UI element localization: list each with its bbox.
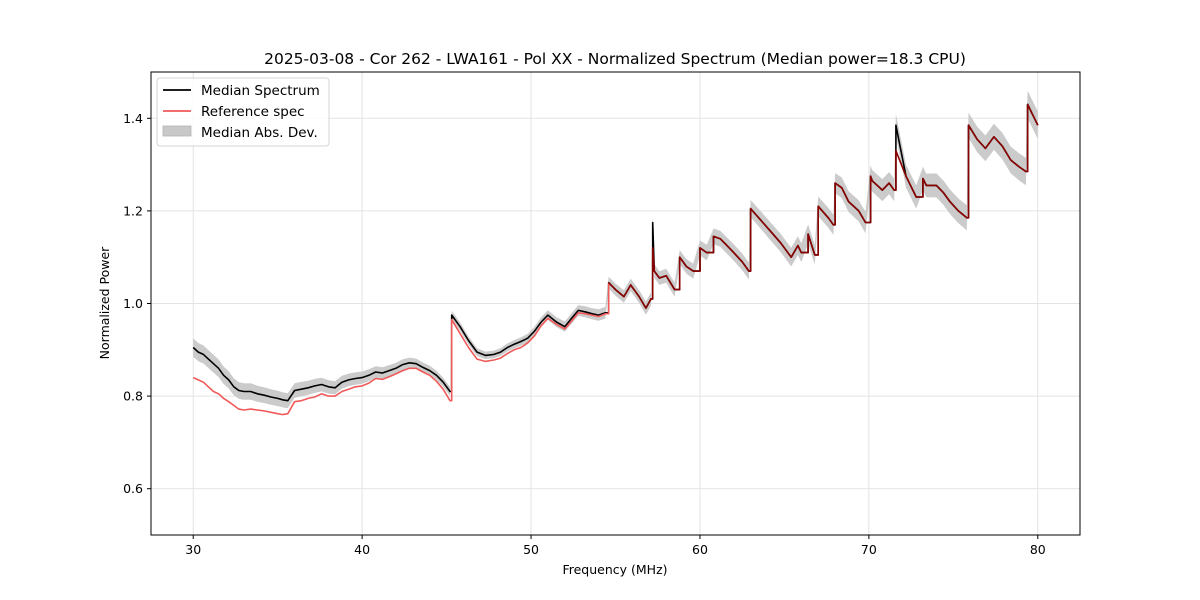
y-tick-label: 1.2 bbox=[123, 203, 143, 218]
grid-lines bbox=[151, 72, 1080, 535]
x-axis-label: Frequency (MHz) bbox=[562, 562, 667, 577]
x-tick-label: 70 bbox=[861, 542, 877, 557]
y-tick-label: 0.8 bbox=[123, 389, 143, 404]
x-tick-label: 40 bbox=[354, 542, 370, 557]
legend: Median Spectrum Reference spec Median Ab… bbox=[156, 77, 330, 147]
legend-mad-label: Median Abs. Dev. bbox=[201, 125, 318, 141]
x-tick-label: 30 bbox=[185, 542, 201, 557]
y-axis-label: Normalized Power bbox=[97, 246, 112, 360]
overlap-line bbox=[608, 103, 1039, 309]
legend-mad-swatch bbox=[162, 125, 192, 137]
x-tick-label: 60 bbox=[692, 542, 708, 557]
legend-median-label: Median Spectrum bbox=[201, 83, 320, 99]
y-axis-ticks: 0.6 0.8 1.0 1.2 1.4 bbox=[123, 111, 151, 496]
x-tick-label: 50 bbox=[523, 542, 539, 557]
y-tick-label: 1.4 bbox=[123, 111, 143, 126]
plot-content bbox=[192, 90, 1039, 416]
legend-box bbox=[156, 77, 330, 147]
chart-title: 2025-03-08 - Cor 262 - LWA161 - Pol XX -… bbox=[264, 50, 966, 68]
x-axis-ticks: 30 40 50 60 70 80 bbox=[185, 535, 1046, 557]
y-tick-label: 0.6 bbox=[123, 481, 143, 496]
y-tick-label: 1.0 bbox=[123, 296, 143, 311]
reference-spec-line bbox=[192, 282, 610, 416]
x-tick-label: 80 bbox=[1030, 542, 1046, 557]
legend-reference-label: Reference spec bbox=[201, 104, 305, 120]
